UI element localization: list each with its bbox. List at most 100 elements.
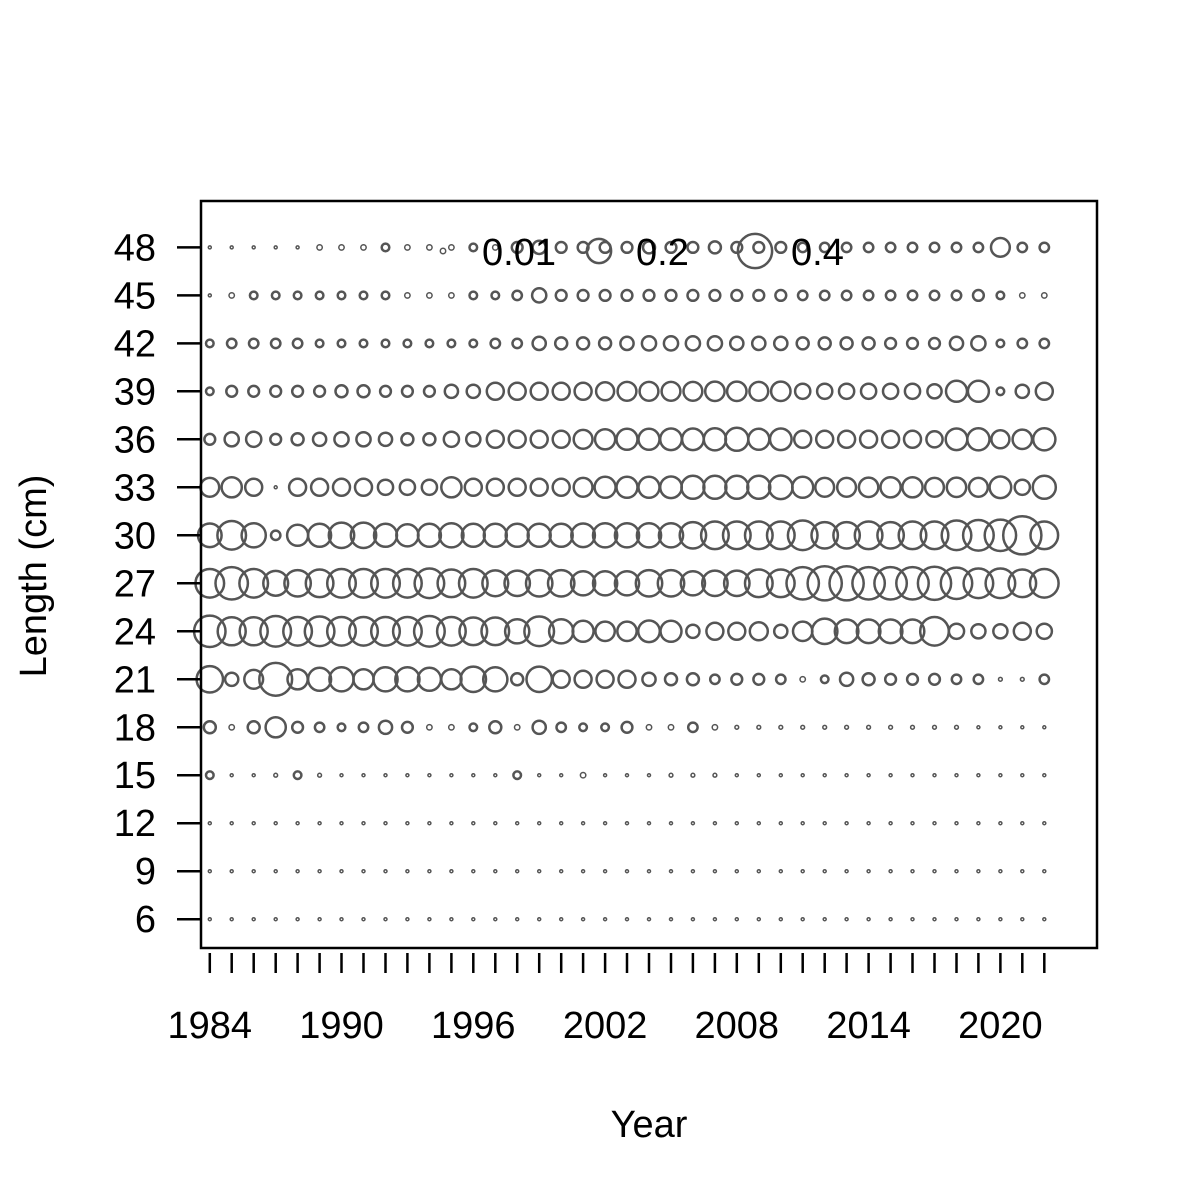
bubble-2012-18 (822, 724, 828, 730)
bubble-1996-42 (468, 338, 479, 349)
bubble-2002-15 (602, 772, 608, 778)
bubble-2007-15 (712, 772, 718, 778)
bubble-1985-15 (229, 772, 234, 778)
bubble-2012-39 (815, 382, 834, 401)
bubble-2006-24 (685, 623, 701, 640)
bubble-2011-27 (785, 565, 821, 601)
bubble-1986-12 (251, 820, 256, 826)
bubble-2019-24 (970, 622, 987, 640)
bubble-1984-12 (207, 820, 213, 826)
bubble-2016-6 (910, 916, 915, 922)
bubble-1993-21 (394, 665, 421, 693)
bubble-1986-9 (251, 868, 256, 874)
bubble-2003-45 (620, 288, 634, 303)
bubble-2012-12 (822, 820, 827, 826)
bubble-1985-45 (228, 291, 236, 299)
bubble-1995-36 (442, 430, 461, 449)
bubble-1985-36 (223, 430, 241, 448)
bubble-1985-18 (228, 723, 236, 731)
bubble-2012-21 (819, 674, 830, 685)
bubble-1988-36 (290, 432, 305, 447)
bubble-1997-27 (481, 569, 510, 598)
bubble-1993-33 (398, 478, 417, 497)
y-tick-label-21: 21 (114, 659, 156, 701)
bubble-2020-21 (997, 676, 1004, 682)
bubble-1993-24 (391, 615, 423, 647)
bubble-1999-36 (529, 429, 549, 450)
bubble-1989-24 (303, 615, 336, 648)
bubble-2004-42 (640, 335, 658, 352)
y-tick-label-39: 39 (114, 371, 156, 413)
bubble-2010-18 (778, 724, 784, 730)
bubble-2022-42 (1038, 337, 1051, 350)
bubble-2018-42 (948, 335, 965, 352)
bubble-1997-42 (489, 337, 502, 350)
bubbles-layer (192, 236, 1060, 922)
y-tick-label-27: 27 (114, 563, 156, 605)
bubble-1994-15 (427, 772, 432, 778)
bubble-2019-15 (976, 772, 981, 778)
bubble-2021-33 (1013, 478, 1032, 497)
bubble-1987-36 (269, 432, 283, 446)
bubble-2009-15 (756, 772, 762, 778)
bubble-1984-9 (207, 868, 213, 874)
bubble-1987-6 (273, 916, 278, 922)
bubble-2000-6 (558, 916, 564, 922)
bubble-1989-30 (306, 522, 333, 549)
bubble-2004-9 (646, 868, 652, 874)
bubble-2000-15 (558, 772, 564, 778)
bubble-2001-27 (569, 569, 597, 597)
bubble-2013-21 (838, 671, 855, 688)
bubble-1991-42 (358, 338, 369, 349)
bubble-2003-9 (624, 868, 630, 874)
bubble-1996-27 (457, 567, 489, 599)
bubble-2009-6 (756, 916, 762, 922)
bubble-1993-12 (405, 820, 410, 826)
bubble-1986-39 (247, 384, 261, 398)
bubble-2001-6 (580, 916, 586, 922)
bubble-2022-36 (1031, 426, 1057, 452)
bubble-1992-42 (380, 338, 391, 349)
bubble-1985-9 (229, 868, 234, 874)
bubble-1999-33 (529, 477, 549, 498)
bubble-1984-48 (207, 245, 213, 250)
bubble-1995-12 (449, 820, 454, 826)
bubble-1990-30 (327, 521, 356, 550)
bubble-2020-45 (995, 290, 1006, 301)
bubble-2014-33 (857, 476, 880, 499)
bubble-1996-48 (468, 242, 479, 253)
bubble-2021-12 (1020, 820, 1025, 826)
bubble-2019-36 (966, 426, 991, 452)
bubble-1999-24 (523, 615, 556, 648)
bubble-1991-24 (347, 615, 380, 647)
bubble-2008-45 (730, 288, 744, 303)
bubble-2020-18 (998, 725, 1003, 730)
bubble-1986-6 (251, 916, 256, 922)
bubble-1997-12 (493, 820, 498, 826)
bubble-2014-30 (853, 520, 884, 551)
bubble-1986-21 (243, 668, 265, 690)
bubble-1999-12 (536, 820, 542, 826)
bubble-2012-24 (810, 617, 839, 646)
bubble-1998-27 (503, 569, 532, 598)
bubble-2002-24 (594, 620, 617, 643)
bubble-2014-39 (859, 382, 878, 401)
bubble-2013-12 (844, 820, 849, 826)
bubble-2011-36 (792, 429, 813, 450)
bubble-1998-45 (511, 289, 524, 302)
bubble-2017-42 (927, 336, 942, 351)
bubble-2005-15 (668, 772, 674, 778)
legend: 0.01 0.2 0.4 (439, 232, 844, 274)
legend-label-0: 0.01 (482, 232, 556, 274)
bubble-2000-48 (554, 240, 568, 255)
bubble-1987-30 (269, 529, 282, 542)
y-axis: 6 9 12 15 18 21 24 27 30 33 36 39 42 45 48 (114, 227, 201, 941)
bubble-2006-15 (690, 772, 696, 778)
bubble-2003-42 (619, 335, 635, 352)
bubble-1995-39 (443, 383, 460, 400)
bubble-1991-36 (355, 430, 372, 448)
bubble-2022-30 (1029, 520, 1060, 551)
bubble-2010-39 (769, 380, 792, 403)
bubble-2015-18 (887, 724, 894, 730)
bubble-2022-24 (1035, 622, 1054, 641)
